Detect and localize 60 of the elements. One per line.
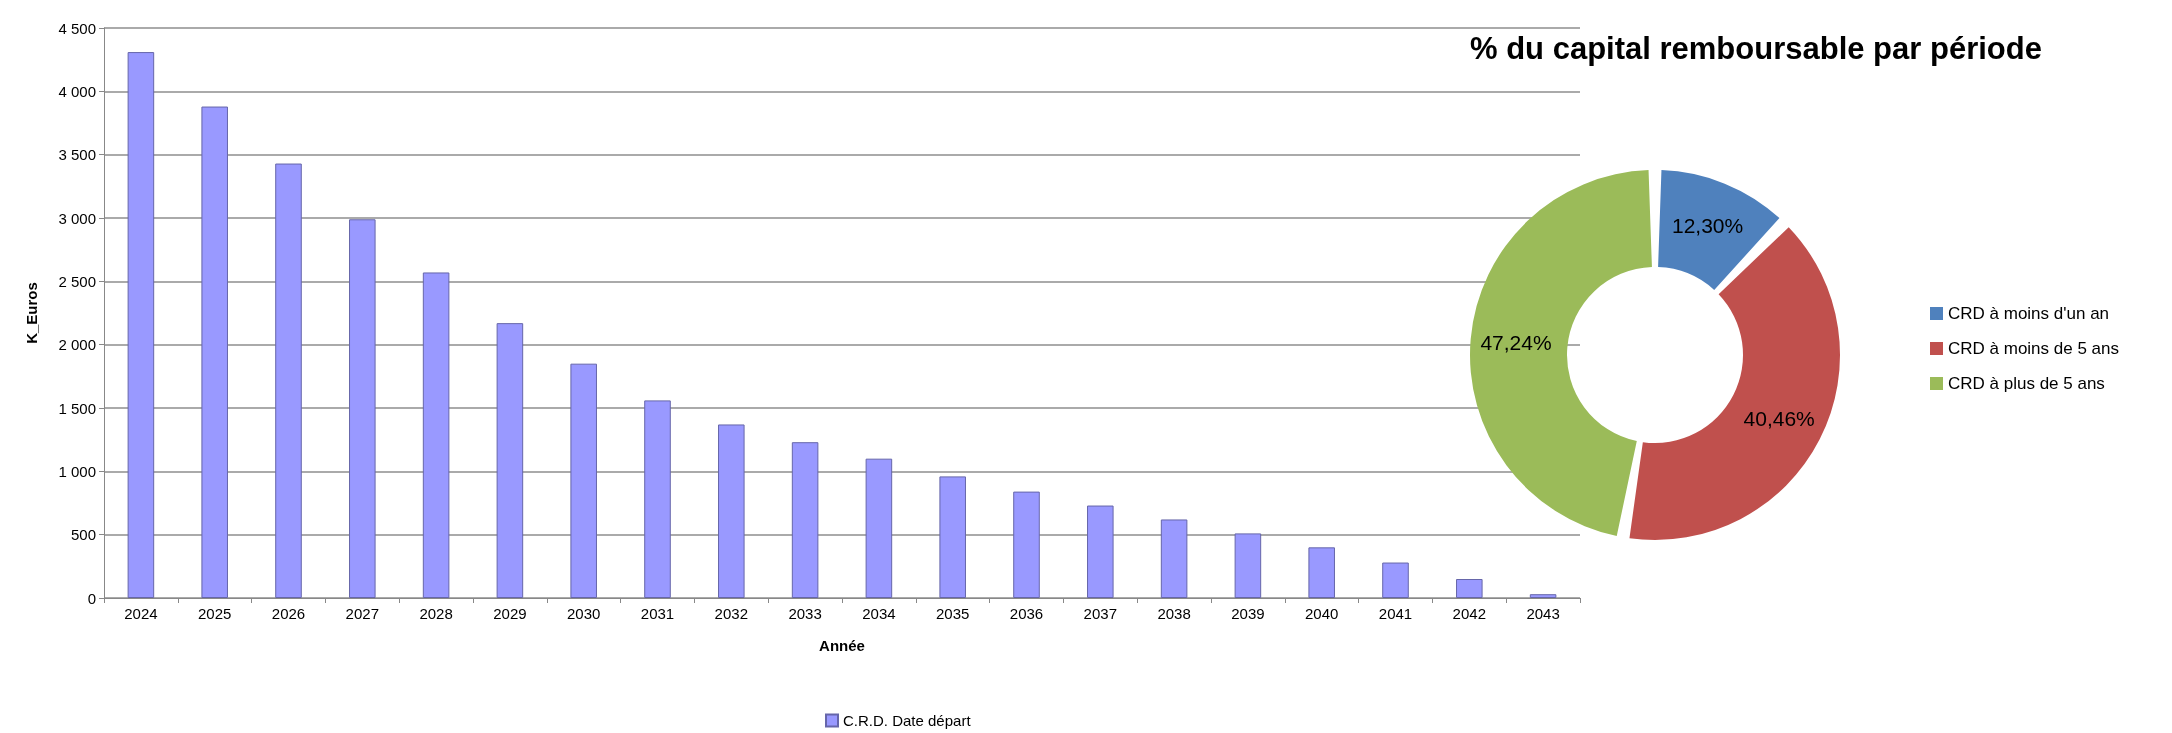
bar (127, 52, 155, 598)
y-tick-label: 1 000 (58, 462, 96, 480)
x-tick-label: 2029 (493, 605, 527, 622)
y-tick-label: 4 500 (58, 19, 96, 37)
bar (1382, 562, 1409, 598)
x-axis-title: Année (819, 637, 865, 654)
legend-label: C.R.D. Date départ (843, 712, 972, 729)
x-tick-label: 2037 (1083, 605, 1117, 622)
bar (201, 106, 228, 598)
legend-label: CRD à plus de 5 ans (1948, 374, 2105, 393)
bar (1160, 519, 1188, 598)
bar (422, 272, 450, 598)
bar (791, 442, 819, 598)
y-tick-label: 3 000 (58, 209, 96, 227)
x-tick-label: 2024 (124, 605, 158, 622)
bar (1529, 594, 1557, 598)
bar (1087, 505, 1114, 598)
bar (496, 323, 524, 598)
x-tick-label: 2041 (1378, 605, 1413, 622)
x-tick-label: 2040 (1305, 605, 1339, 622)
x-tick-label: 2028 (419, 605, 453, 622)
x-tick-label: 2043 (1526, 605, 1560, 622)
x-tick-label: 2036 (1009, 605, 1044, 622)
x-tick-label: 2038 (1157, 605, 1191, 622)
y-tick-label: 3 500 (58, 146, 96, 164)
bar (718, 424, 745, 598)
y-tick-label: 1 500 (58, 399, 96, 417)
x-tick-label: 2042 (1452, 605, 1486, 622)
bar (1456, 579, 1483, 598)
bar (349, 219, 376, 598)
x-tick-label: 2034 (862, 605, 896, 622)
y-tick-label: 2 500 (58, 272, 96, 290)
x-tick-label: 2035 (936, 605, 970, 622)
legend-label: CRD à moins de 5 ans (1948, 339, 2120, 358)
chart-title: % du capital remboursable par période (1470, 31, 2042, 66)
y-tick-label: 4 000 (58, 82, 96, 100)
y-tick-label: 0 (87, 589, 96, 607)
data-label: 47,24% (1480, 331, 1552, 355)
bar (1013, 491, 1040, 598)
x-tick-label: 2027 (345, 605, 379, 622)
x-tick-label: 2025 (198, 605, 232, 622)
x-tick-label: 2033 (788, 605, 822, 622)
x-tick-label: 2026 (271, 605, 306, 622)
y-axis-title: K_Euros (23, 282, 40, 344)
x-tick-label: 2031 (640, 605, 675, 622)
bar (939, 476, 966, 598)
y-tick-label: 2 000 (58, 336, 96, 354)
legend-label: CRD à moins d'un an (1948, 304, 2110, 323)
bar (570, 363, 597, 598)
x-tick-label: 2032 (714, 605, 748, 622)
x-tick-label: 2039 (1231, 605, 1265, 622)
data-label: 12,30% (1671, 214, 1744, 238)
bar (1234, 533, 1262, 598)
data-label: 40,46% (1743, 407, 1815, 431)
bar (1308, 547, 1335, 598)
y-tick-label: 500 (70, 526, 96, 544)
bar (865, 458, 893, 598)
bar (275, 163, 302, 598)
bar (644, 400, 671, 598)
x-tick-label: 2030 (567, 605, 601, 622)
